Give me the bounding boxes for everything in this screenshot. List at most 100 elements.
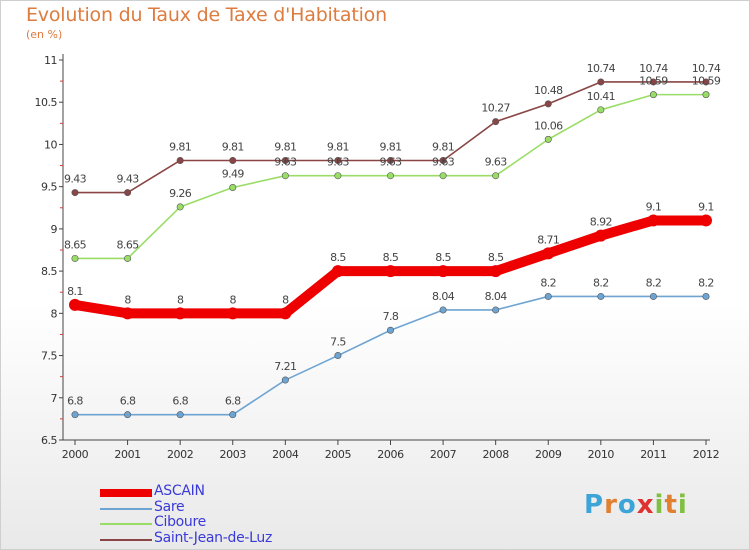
data-label-ciboure: 10.59 (692, 75, 721, 88)
data-point-saint-jean-de-luz (544, 100, 552, 108)
logo-letter: x (636, 490, 655, 520)
data-label-sare: 8.04 (432, 290, 455, 303)
data-point-ascain (279, 307, 292, 320)
data-point-saint-jean-de-luz (439, 156, 447, 164)
data-point-sare (439, 306, 447, 314)
y-tick-label: 10 (44, 138, 57, 151)
logo-letter: i (654, 490, 665, 520)
data-label-saint-jean-de-luz: 9.81 (222, 140, 244, 153)
y-tick-label: 8.5 (41, 265, 57, 278)
y-tick-label: 9.5 (41, 181, 57, 194)
data-label-ascain: 8.5 (488, 251, 504, 264)
data-point-ascain (700, 214, 712, 227)
data-label-ascain: 8.5 (330, 251, 346, 264)
data-point-sare (281, 376, 289, 384)
data-label-saint-jean-de-luz: 9.81 (169, 140, 191, 153)
data-label-ascain: 9.1 (646, 200, 662, 213)
data-point-sare (492, 306, 500, 314)
data-label-saint-jean-de-luz: 10.74 (692, 62, 721, 75)
data-label-sare: 8.2 (646, 276, 662, 289)
data-label-ascain: 8.1 (67, 285, 83, 298)
data-label-sare: 7.8 (383, 310, 399, 323)
data-point-sare (176, 411, 184, 419)
x-tick-label: 2004 (272, 448, 299, 461)
data-label-ciboure: 10.06 (534, 119, 563, 132)
data-point-saint-jean-de-luz (281, 156, 289, 164)
data-point-ciboure (492, 172, 500, 180)
data-label-saint-jean-de-luz: 9.81 (379, 140, 401, 153)
data-label-ciboure: 9.63 (432, 156, 455, 169)
logo-letter: P (584, 490, 605, 520)
chart-title: Evolution du Taux de Taxe d'Habitation (26, 4, 387, 26)
data-point-sare (597, 292, 605, 300)
data-label-saint-jean-de-luz: 9.81 (274, 140, 296, 153)
data-label-saint-jean-de-luz: 10.48 (534, 84, 563, 97)
legend-swatch (100, 538, 152, 541)
data-label-ascain: 8.71 (537, 233, 559, 246)
y-tick-label: 7.5 (41, 350, 57, 363)
data-label-saint-jean-de-luz: 10.74 (639, 62, 668, 75)
data-label-saint-jean-de-luz: 10.74 (587, 62, 616, 75)
x-tick-label: 2009 (535, 448, 562, 461)
data-label-ciboure: 9.63 (485, 156, 508, 169)
data-point-ciboure (439, 172, 447, 180)
data-label-sare: 8.2 (698, 276, 714, 289)
data-point-saint-jean-de-luz (71, 189, 79, 197)
data-point-ascain (226, 307, 239, 320)
series-sare (71, 292, 710, 419)
data-label-sare: 6.8 (225, 395, 241, 408)
data-label-ciboure: 10.41 (587, 90, 616, 103)
data-label-ascain: 8.5 (435, 251, 451, 264)
data-label-saint-jean-de-luz: 10.27 (481, 102, 510, 115)
data-point-ciboure (649, 91, 657, 99)
data-label-sare: 8.04 (485, 290, 508, 303)
data-label-ascain: 8 (282, 293, 289, 306)
data-label-sare: 6.8 (172, 395, 188, 408)
data-point-ciboure (176, 203, 184, 211)
chart-subtitle: (en %) (26, 28, 63, 41)
x-tick-label: 2010 (588, 448, 615, 461)
legend-swatch (100, 523, 152, 525)
data-point-sare (702, 292, 710, 300)
data-point-ciboure (702, 91, 710, 99)
data-point-saint-jean-de-luz (124, 189, 132, 197)
x-tick-label: 2008 (482, 448, 509, 461)
series-saint-jean-de-luz (71, 78, 710, 197)
data-point-sare (71, 411, 79, 419)
legend-label: Ciboure (154, 514, 206, 530)
data-label-ciboure: 8.65 (117, 238, 140, 251)
data-point-ascain (542, 247, 555, 260)
data-point-saint-jean-de-luz (702, 78, 710, 86)
data-label-ascain: 8.5 (383, 251, 399, 264)
data-point-ascain (594, 229, 607, 242)
logo-letter: r (604, 490, 618, 520)
data-label-sare: 6.8 (67, 395, 83, 408)
logo-letter: t (664, 490, 678, 520)
data-point-saint-jean-de-luz (334, 156, 342, 164)
data-point-saint-jean-de-luz (176, 156, 184, 164)
legend-label: Sare (154, 498, 185, 515)
data-label-sare: 6.8 (120, 395, 136, 408)
logo-letter: i (677, 490, 688, 520)
data-label-ciboure: 9.49 (222, 168, 245, 181)
data-label-ciboure: 9.63 (274, 156, 297, 169)
data-point-ciboure (334, 172, 342, 180)
x-tick-label: 2005 (325, 448, 352, 461)
data-point-ciboure (71, 254, 79, 262)
data-point-sare (229, 411, 237, 419)
y-tick-label: 11 (44, 54, 57, 67)
x-tick-label: 2012 (693, 448, 719, 461)
data-point-ascain (69, 298, 81, 311)
y-tick-label: 7 (51, 392, 58, 405)
data-point-saint-jean-de-luz (597, 78, 605, 86)
x-tick-label: 2007 (430, 448, 457, 461)
y-tick-label: 8 (51, 307, 58, 320)
data-point-sare (124, 411, 132, 419)
data-point-saint-jean-de-luz (229, 156, 237, 164)
data-label-saint-jean-de-luz: 9.81 (327, 140, 349, 153)
x-tick-label: 2002 (167, 448, 193, 461)
data-label-sare: 8.2 (540, 276, 556, 289)
data-point-ciboure (124, 254, 132, 262)
data-label-sare: 7.5 (330, 336, 346, 349)
data-label-ciboure: 9.63 (327, 156, 350, 169)
